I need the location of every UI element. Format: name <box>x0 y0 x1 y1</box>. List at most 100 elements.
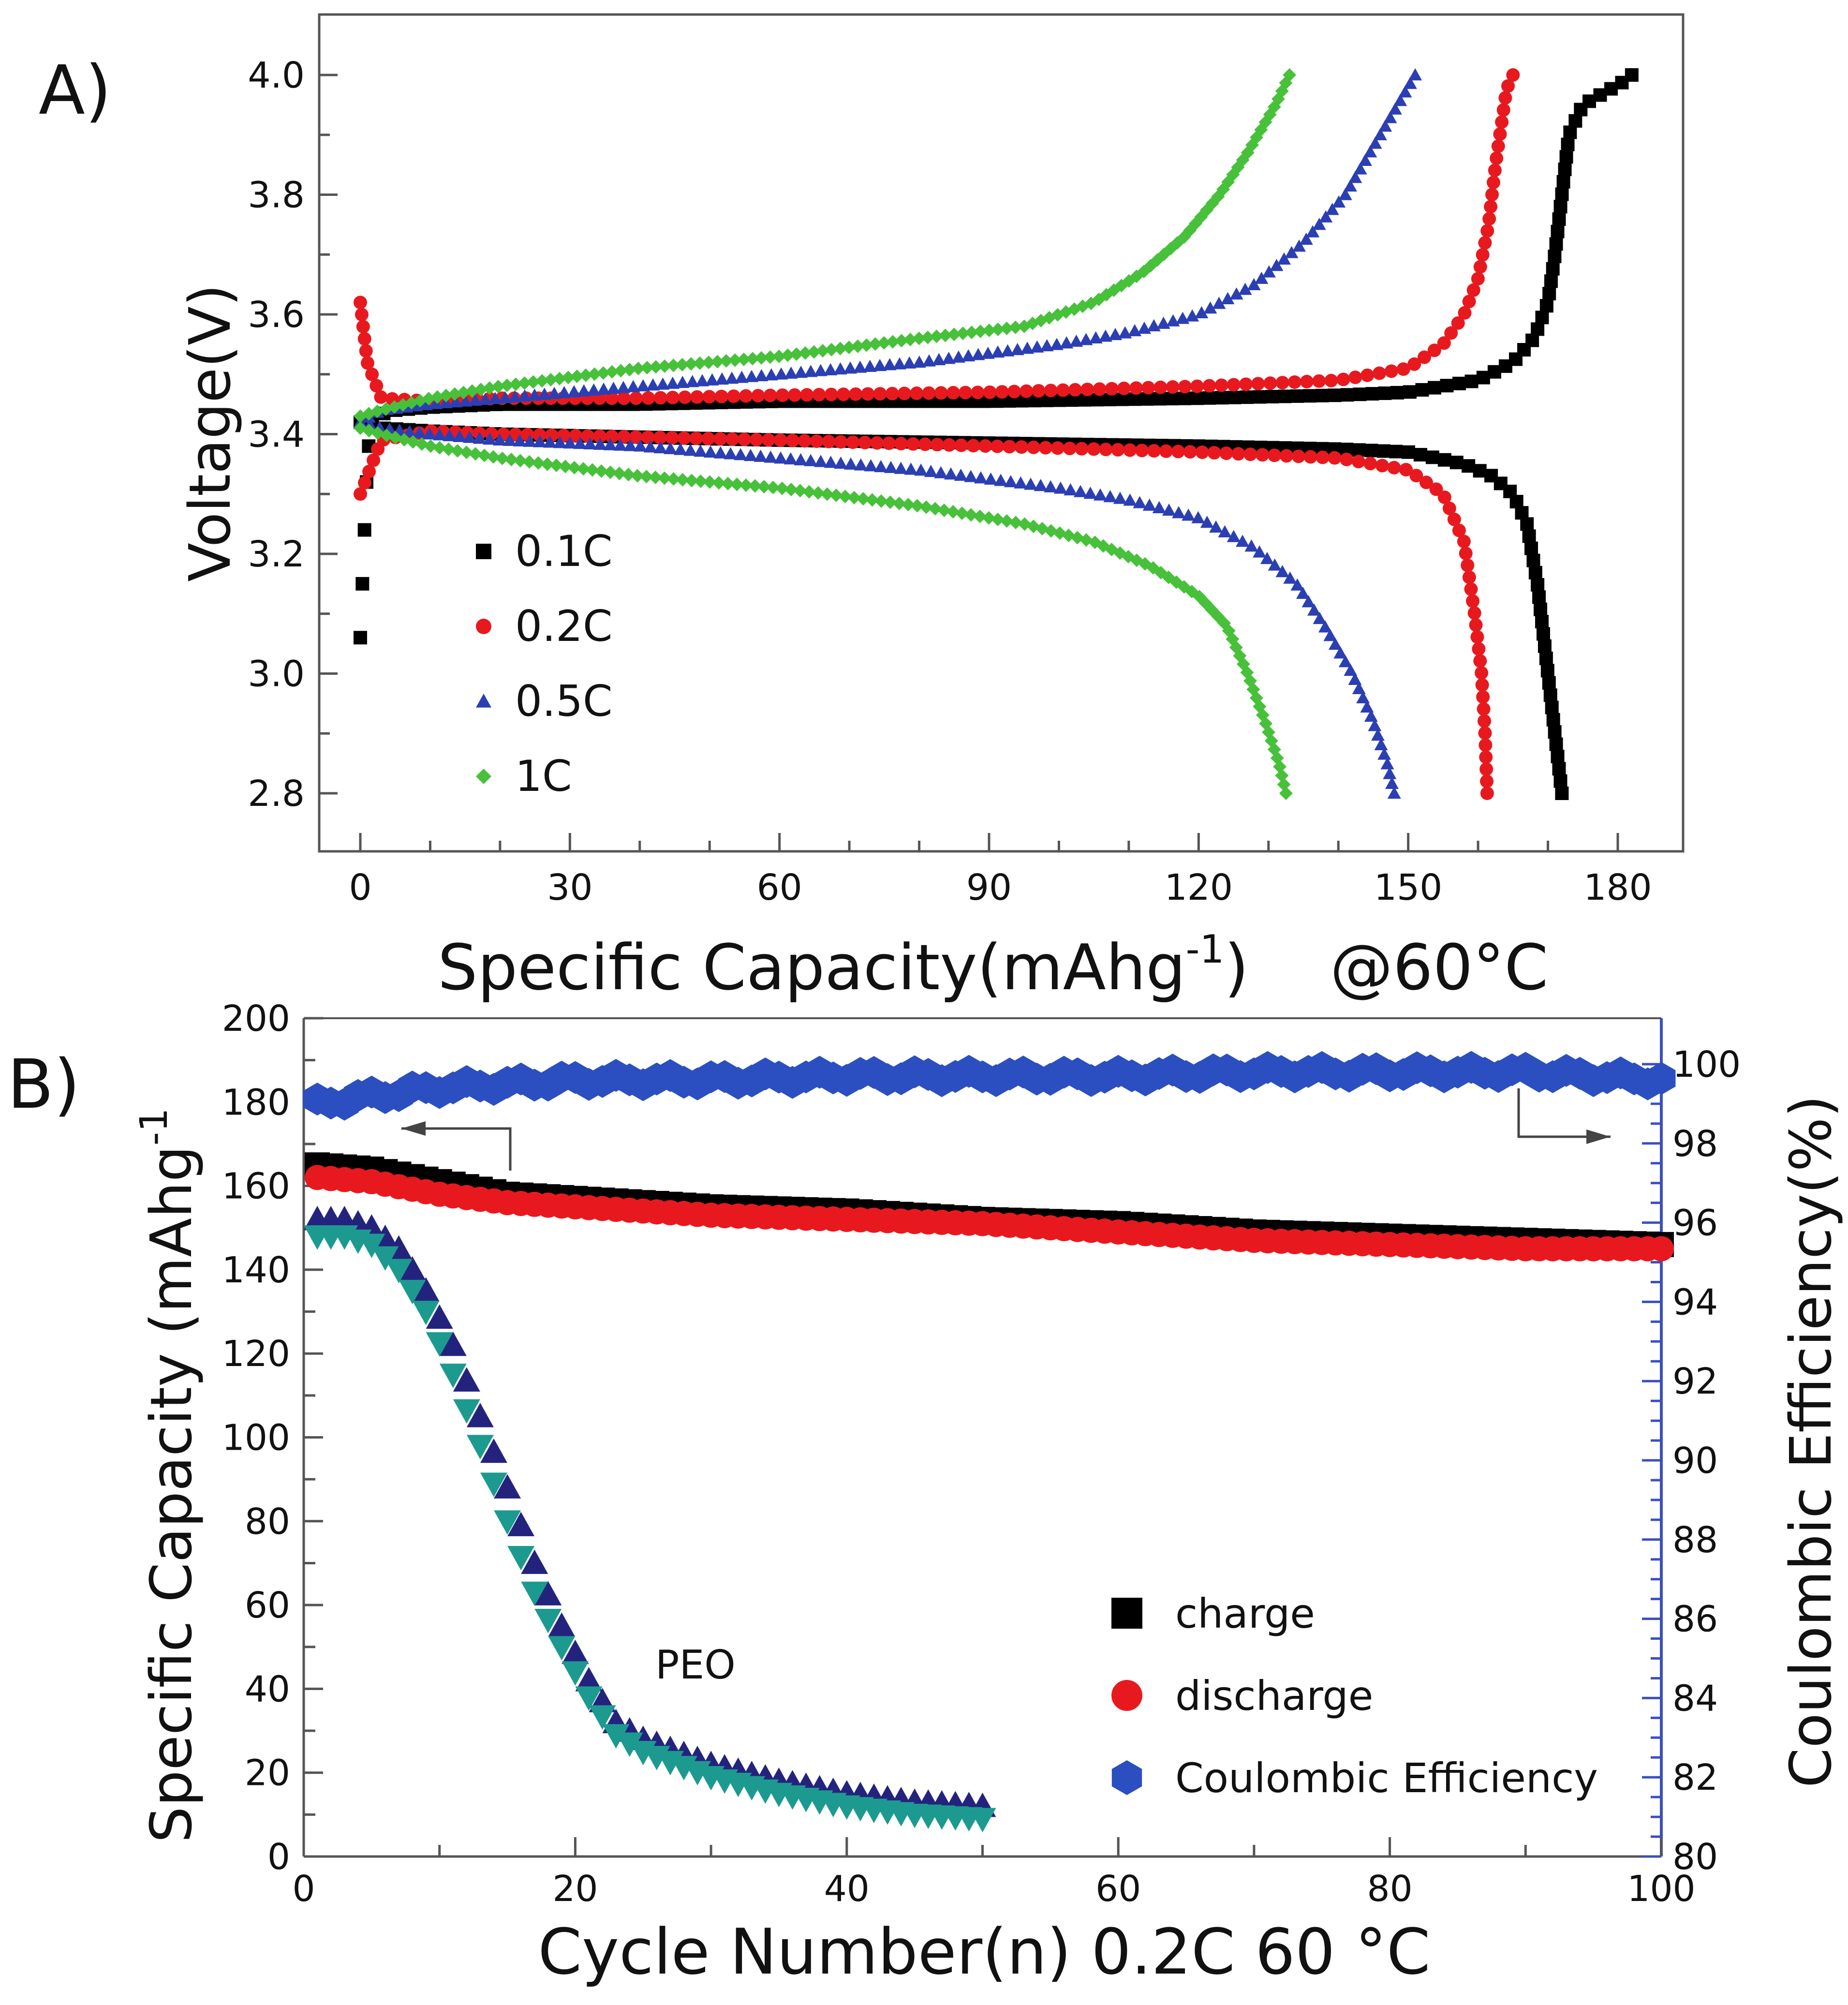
panel-b-label: B) <box>7 1045 80 1124</box>
legend-marker-0.2C <box>476 619 491 634</box>
0.1C-discharge-point <box>1538 639 1552 653</box>
0.2C-charge-point <box>995 385 1009 399</box>
peo-discharge-point <box>385 1259 413 1283</box>
1C-charge-point <box>886 335 900 349</box>
0.2C-charge-point <box>1471 272 1485 286</box>
0.2C-charge-point <box>1373 366 1387 380</box>
0.2C-discharge-point <box>1478 738 1493 752</box>
1C-charge-point <box>483 381 497 395</box>
0.5C-discharge-point <box>493 433 507 446</box>
peo-charge-point <box>548 1612 576 1637</box>
panel-a-series <box>354 68 1639 800</box>
legend-label-discharge: discharge <box>1175 1672 1373 1720</box>
0.2C-charge-point <box>1105 382 1119 396</box>
0.2C-charge-point <box>1117 381 1131 395</box>
0.5C-charge-point <box>1238 282 1252 295</box>
0.1C-charge-point <box>1390 386 1404 400</box>
peo-discharge-point <box>399 1279 426 1305</box>
y-tick-label: 3.2 <box>248 534 305 575</box>
peo-charge-point <box>480 1438 507 1463</box>
1C-discharge-point <box>892 496 906 510</box>
x-tick-label: 100 <box>1627 1868 1695 1910</box>
0.5C-charge-point <box>1378 119 1392 132</box>
peo-charge-point <box>439 1331 467 1356</box>
1C-charge-point <box>833 342 847 356</box>
legend-marker-1C <box>476 769 491 784</box>
0.2C-discharge-point <box>1015 440 1029 454</box>
0.5C-discharge-point <box>764 450 778 463</box>
0.2C-charge-point <box>605 391 619 405</box>
1C-discharge-point <box>928 502 942 516</box>
0.2C-charge-point <box>1437 336 1451 350</box>
0.5C-charge-point <box>1050 338 1064 350</box>
1C-charge-point <box>877 336 891 350</box>
0.1C-discharge-point <box>1528 565 1542 579</box>
1C-charge-point <box>658 359 672 373</box>
0.5C-discharge-point <box>743 448 757 461</box>
1C-charge-point <box>517 376 532 390</box>
1C-discharge-point <box>522 455 536 469</box>
0.2C-discharge-point <box>593 429 607 443</box>
0.5C-discharge-point <box>794 453 808 465</box>
0.2C-discharge-point <box>532 428 547 442</box>
0.1C-charge-point <box>1328 388 1342 402</box>
0.1C-discharge-point <box>1540 664 1554 678</box>
0.2C-discharge-point <box>1038 441 1052 455</box>
0.1C-charge-point <box>1378 386 1392 400</box>
0.2C-discharge-point <box>1099 443 1113 457</box>
y-tick-label: 4.0 <box>248 55 305 96</box>
0.2C-charge-point <box>1166 380 1180 394</box>
1C-discharge-point <box>955 506 969 520</box>
1C-charge-point <box>912 331 926 345</box>
left-axis-arrowhead <box>401 1121 426 1136</box>
0.2C-charge-point <box>1466 283 1480 297</box>
0.2C-charge-point <box>1324 373 1338 387</box>
0.2C-discharge-point <box>810 434 824 448</box>
0.5C-discharge-point <box>1024 477 1038 490</box>
0.5C-discharge-point <box>694 445 708 457</box>
0.5C-charge-point <box>813 364 828 376</box>
0.2C-discharge-point <box>1409 469 1423 483</box>
0.5C-charge-point <box>517 389 532 402</box>
0.5C-discharge-point <box>664 442 678 454</box>
0.2C-discharge-point <box>653 431 667 445</box>
0.2C-charge-point <box>1493 127 1507 141</box>
0.5C-charge-point <box>853 360 867 373</box>
0.2C-discharge-point <box>1480 774 1494 788</box>
1C-discharge-point <box>649 470 663 484</box>
0.1C-discharge-point <box>1545 700 1559 714</box>
0.5C-charge-point <box>488 392 502 404</box>
0.5C-discharge-point <box>1172 506 1186 519</box>
0.5C-discharge-point <box>1348 672 1362 685</box>
panel-a-y-axis-label: Voltage(V) <box>177 284 243 581</box>
0.5C-discharge-point <box>914 463 928 476</box>
0.5C-charge-point <box>794 365 808 378</box>
0.5C-discharge-point <box>844 457 858 470</box>
0.5C-charge-point <box>971 348 985 360</box>
1C-discharge-point <box>630 469 644 483</box>
panel-b-y-axis-label: Specific Capacity (mAhg-1 <box>133 1108 205 1842</box>
peo-discharge-point <box>358 1233 385 1258</box>
y-tick-label: 2.8 <box>248 773 305 815</box>
legend-marker-0.1C <box>476 544 491 559</box>
1C-discharge-point <box>802 485 816 499</box>
1C-charge-point <box>964 326 978 340</box>
1C-discharge-point <box>946 505 960 519</box>
1C-discharge-point <box>883 495 897 509</box>
peo-discharge-point <box>548 1636 576 1661</box>
0.5C-discharge-point <box>1333 646 1347 659</box>
0.2C-discharge-point <box>1087 442 1101 456</box>
0.1C-discharge-point <box>1543 688 1557 702</box>
0.5C-discharge-point <box>874 460 888 473</box>
0.1C-discharge-point <box>1473 464 1487 478</box>
0.2C-discharge-point <box>1469 618 1483 632</box>
0.5C-discharge-point <box>1064 483 1078 496</box>
0.5C-charge-point <box>961 349 976 362</box>
0.5C-charge-point <box>1247 278 1261 290</box>
0.2C-charge-point <box>873 387 887 401</box>
1C-charge-point <box>895 334 909 348</box>
1C-charge-point <box>859 338 873 352</box>
0.5C-discharge-point <box>402 425 416 437</box>
y2-tick-label: 98 <box>1672 1123 1718 1165</box>
0.5C-charge-point <box>1185 309 1199 322</box>
